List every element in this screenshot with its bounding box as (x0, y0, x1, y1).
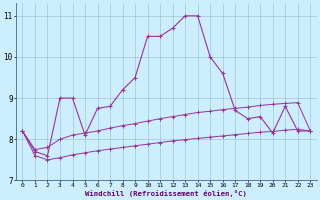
X-axis label: Windchill (Refroidissement éolien,°C): Windchill (Refroidissement éolien,°C) (85, 190, 247, 197)
